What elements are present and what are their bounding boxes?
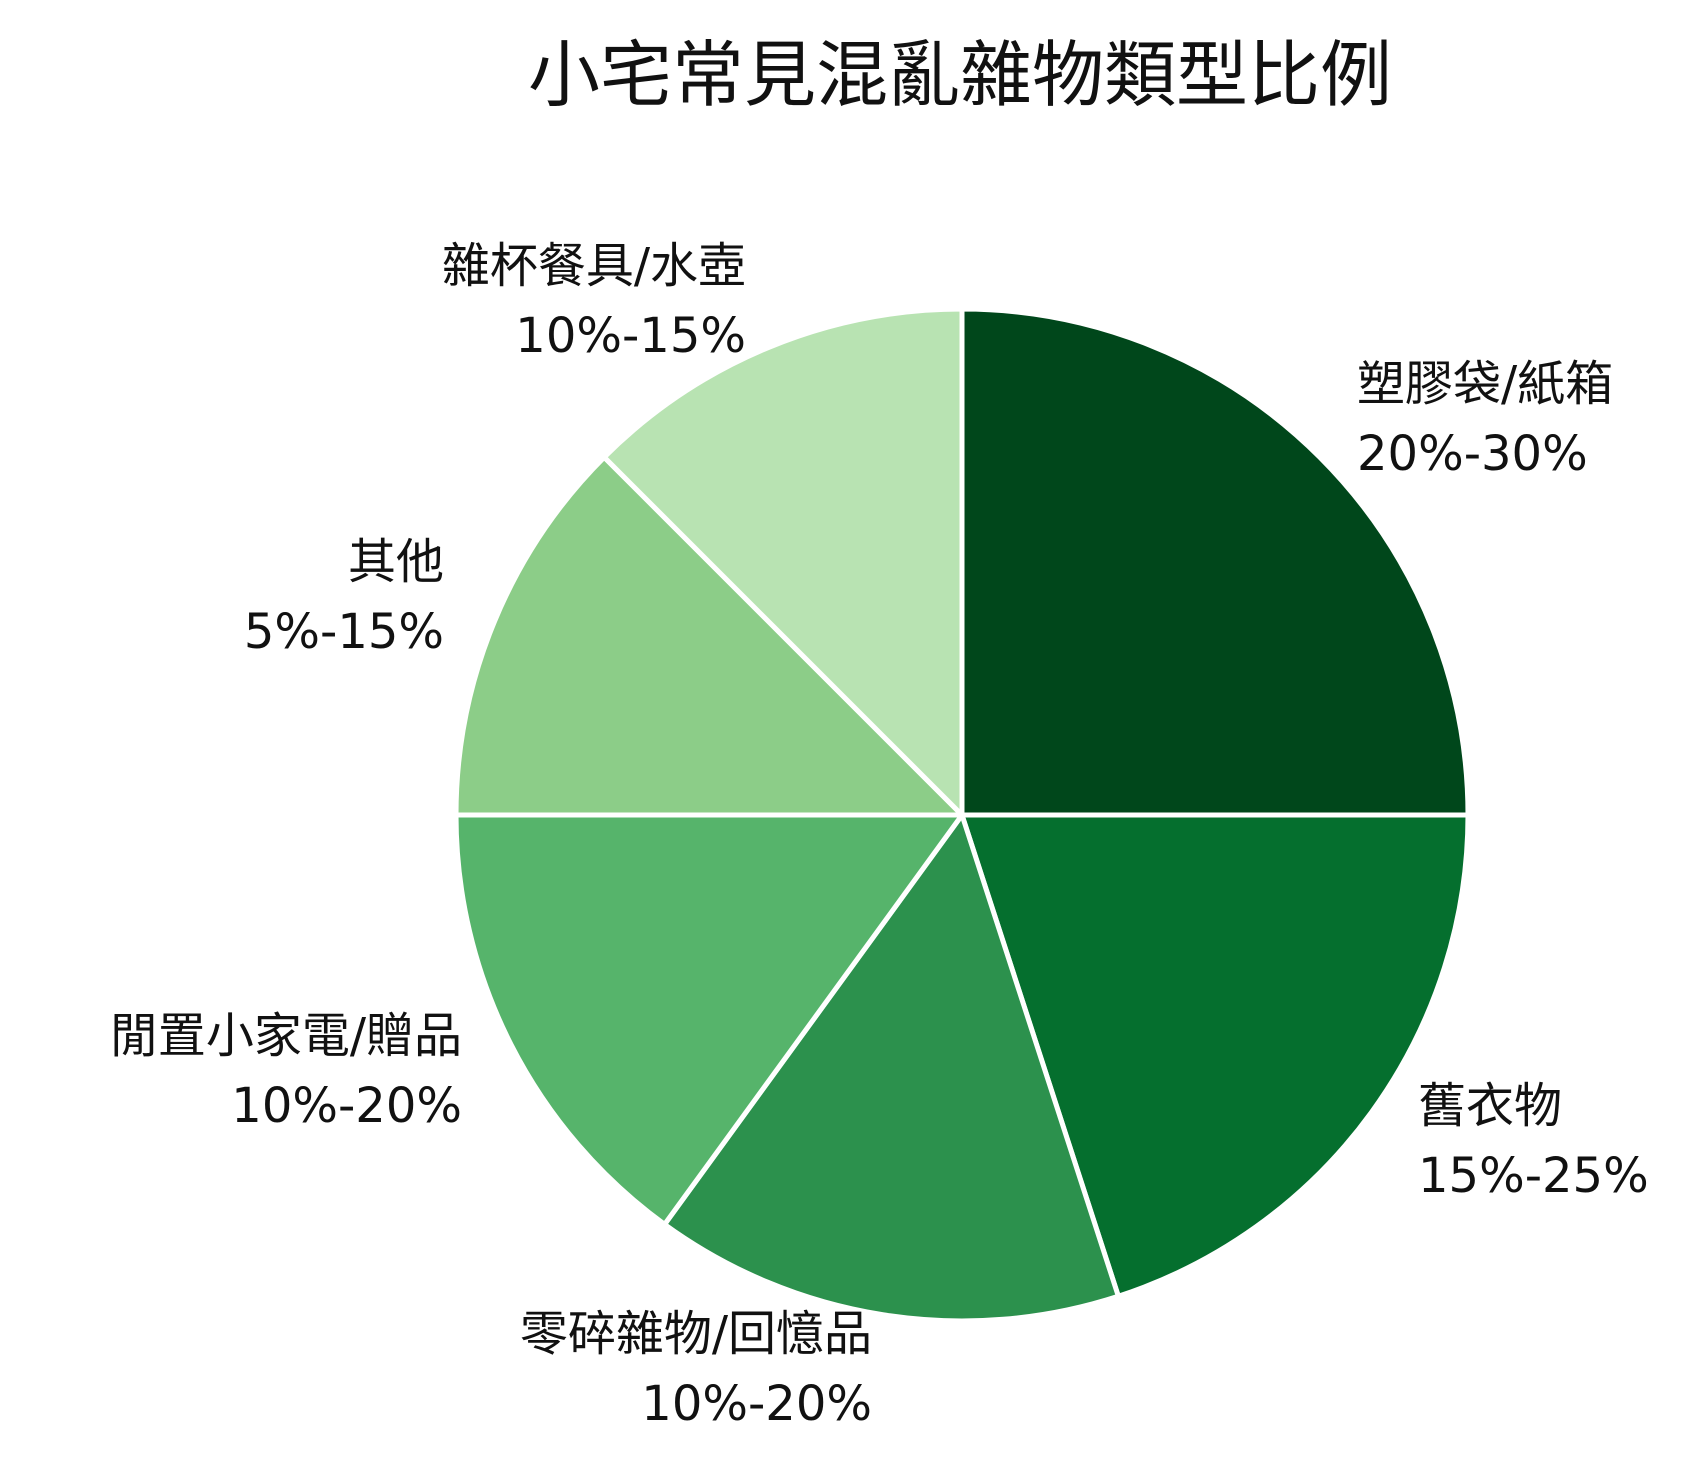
pie-slice-3 <box>662 812 1121 1324</box>
pie-slice-2 <box>959 812 1471 1299</box>
pie-slice-5 <box>453 454 965 818</box>
chart-title: 小宅常見混亂雜物類型比例 <box>528 33 1392 117</box>
slice-labels: 塑膠袋/紙箱 20%-30% 舊衣物 15%-25% 零碎雜物/回憶品 10%-20% 閒置… <box>110 238 1649 1432</box>
slice-label-6: 雜杯餐具/水壺 <box>442 238 746 294</box>
pie-slice-6 <box>601 306 965 818</box>
slice-range-3: 10%-20% <box>641 1376 872 1432</box>
pie-slice-4 <box>453 812 965 1227</box>
slice-label-3: 零碎雜物/回憶品 <box>520 1306 872 1362</box>
slice-label-5: 其他 <box>348 534 444 590</box>
slice-range-4: 10%-20% <box>231 1078 462 1134</box>
slice-range-1: 20%-30% <box>1357 426 1588 482</box>
slice-label-2: 舊衣物 <box>1418 1078 1562 1134</box>
slice-range-2: 15%-25% <box>1418 1148 1649 1204</box>
slice-range-5: 5%-15% <box>244 604 444 660</box>
pie-slices <box>453 306 1471 1324</box>
slice-label-4: 閒置小家電/贈品 <box>110 1008 462 1064</box>
slice-label-1: 塑膠袋/紙箱 <box>1357 356 1613 412</box>
slice-range-6: 10%-15% <box>515 308 746 364</box>
pie-slice-1 <box>959 306 1471 818</box>
